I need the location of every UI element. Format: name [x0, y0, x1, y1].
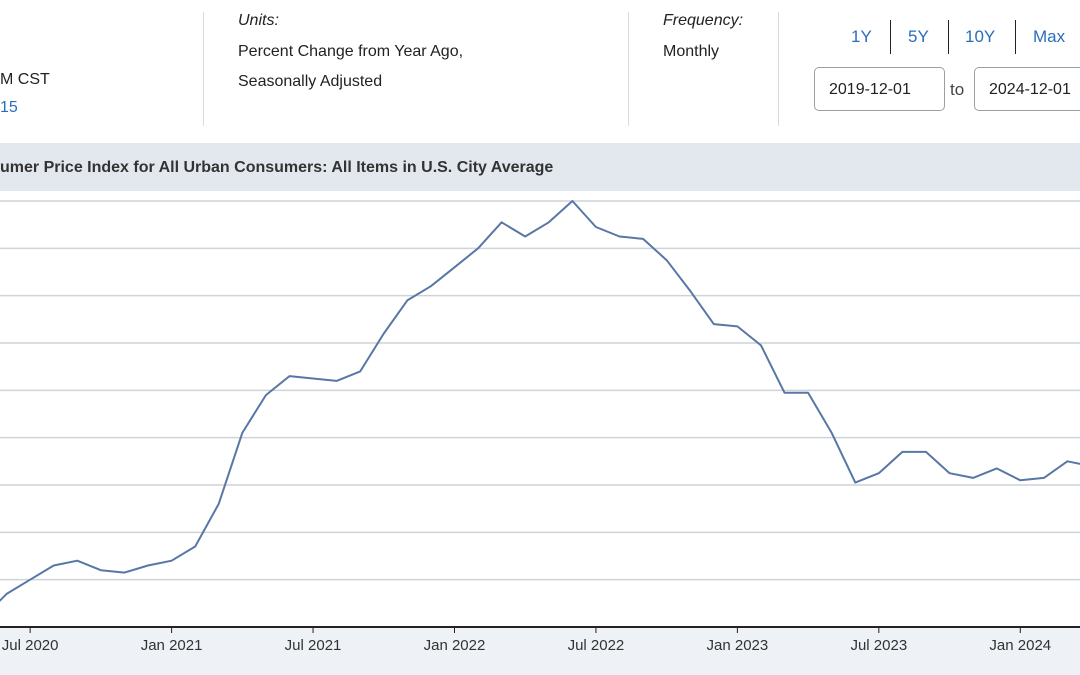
separator: [628, 12, 629, 126]
units: Percent Change from Year Ago,: [238, 43, 464, 60]
units-label: Units:: [238, 12, 279, 29]
start-date[interactable]: 2019-12-01: [814, 67, 945, 111]
to: to: [950, 80, 965, 99]
title-band: [0, 143, 1080, 191]
x-tick-label: Jan 2022: [424, 637, 486, 654]
x-tick-label: Jul 2023: [850, 637, 907, 654]
separator: [948, 20, 949, 54]
line: [0, 200, 1080, 602]
link[interactable]: 15: [0, 99, 18, 116]
frequency-label: Frequency:: [663, 12, 744, 29]
x-tick-label: Jan 2021: [141, 637, 203, 654]
separator: [778, 12, 779, 126]
range-button[interactable]: 10Y: [965, 27, 996, 46]
separator: [203, 12, 204, 126]
range-button[interactable]: 1Y: [851, 27, 872, 46]
updated: M CST: [0, 71, 50, 88]
x-tick-label: Jan 2023: [707, 637, 769, 654]
frequency: Monthly: [663, 43, 720, 60]
units: Seasonally Adjusted: [238, 73, 383, 90]
x-tick-label: Jul 2022: [568, 637, 625, 654]
chart-title: umer Price Index for All Urban Consumers…: [0, 159, 553, 176]
plot: Jul 2020 Jan 2021 Jul 2021 Jan 2022 Jul 2022…: [0, 200, 1080, 654]
x-tick-label: Jul 2021: [285, 637, 342, 654]
range-button[interactable]: 5Y: [908, 27, 929, 46]
range-button[interactable]: Max: [1033, 27, 1066, 46]
x-tick-label: Jul 2020: [2, 637, 59, 654]
axis-strip: [0, 628, 1080, 675]
separator: [1015, 20, 1016, 54]
x-tick-label: Jan 2024: [989, 637, 1051, 654]
separator: [890, 20, 891, 54]
end-date[interactable]: 2024-12-01: [974, 67, 1080, 111]
